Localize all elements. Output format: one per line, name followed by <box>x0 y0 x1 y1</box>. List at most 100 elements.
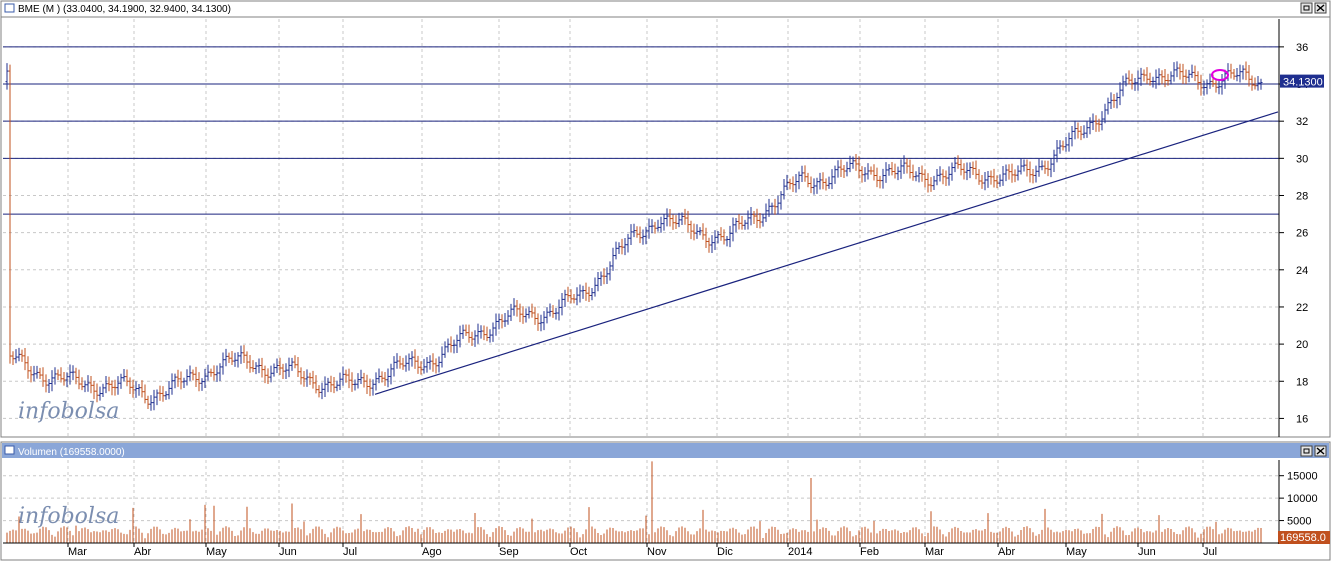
ohlc-bar <box>212 365 216 381</box>
ohlc-bar <box>272 363 276 377</box>
ohlc-bar <box>1148 72 1152 86</box>
ohlc-bar <box>485 326 489 342</box>
ohlc-bar <box>692 223 696 241</box>
ohlc-bar <box>152 389 156 411</box>
ohlc-bar <box>569 289 573 304</box>
ohlc-bar <box>1094 115 1098 132</box>
ohlc-bar <box>122 369 126 382</box>
ohlc-bar <box>581 285 585 299</box>
panel-menu-icon[interactable] <box>4 3 15 13</box>
ohlc-bar <box>1085 121 1089 138</box>
ohlc-bar <box>1238 64 1242 83</box>
ohlc-bar <box>59 367 63 383</box>
ohlc-bar <box>158 385 162 401</box>
ohlc-bar <box>143 384 147 404</box>
ohlc-bar <box>896 166 900 181</box>
ohlc-bar <box>296 356 300 377</box>
ohlc-bar <box>614 241 618 260</box>
ohlc-bar <box>1166 73 1170 86</box>
ohlc-bar <box>950 162 954 181</box>
ohlc-bar <box>56 369 60 380</box>
volume-tick-label: 5000 <box>1287 516 1311 528</box>
ohlc-bar <box>1172 62 1176 82</box>
ohlc-bar <box>11 351 15 366</box>
ohlc-bar <box>524 308 528 323</box>
last-volume-badge: 169558.0 <box>1278 531 1330 544</box>
volume-panel-close-button[interactable] <box>1314 445 1327 457</box>
ohlc-bar <box>230 351 234 365</box>
ohlc-bar <box>836 160 840 178</box>
ohlc-bar <box>386 368 390 388</box>
price-panel-close-button[interactable] <box>1314 2 1327 14</box>
ohlc-bar <box>1082 125 1086 139</box>
ohlc-bar <box>1100 111 1104 131</box>
ohlc-bar <box>227 352 231 364</box>
ohlc-bar <box>1217 79 1221 95</box>
ohlc-bar <box>851 156 855 169</box>
ohlc-bar <box>131 379 135 398</box>
ohlc-bar <box>164 391 168 400</box>
ohlc-bar <box>905 158 909 174</box>
ohlc-bar <box>881 168 885 189</box>
ohlc-bar <box>968 162 972 179</box>
ohlc-bar <box>854 153 858 171</box>
ohlc-bar <box>326 377 330 393</box>
ohlc-bar <box>452 339 456 354</box>
ohlc-bar <box>332 376 336 394</box>
ohlc-bar <box>743 219 747 230</box>
ohlc-bar <box>1241 65 1245 80</box>
ohlc-bar <box>1169 71 1173 85</box>
ohlc-bar <box>545 307 549 324</box>
ohlc-bar <box>116 376 120 395</box>
ohlc-bar <box>119 373 123 389</box>
ohlc-bar <box>773 198 777 215</box>
ohlc-bar <box>884 162 888 183</box>
ohlc-bar <box>893 163 897 179</box>
price-panel-restore-button[interactable] <box>1300 2 1313 14</box>
volume-watermark: infobolsa <box>18 504 119 529</box>
ohlc-bar <box>302 370 306 387</box>
ohlc-bar <box>1244 61 1248 81</box>
ohlc-bar <box>1214 79 1218 93</box>
ohlc-bar <box>1088 117 1092 135</box>
ohlc-bar <box>914 171 918 182</box>
ohlc-bar <box>194 366 198 388</box>
ohlc-bar <box>101 383 105 398</box>
ohlc-bar <box>23 347 27 371</box>
ohlc-bar <box>632 223 636 238</box>
x-tick-label: Jul <box>1203 546 1217 558</box>
ohlc-bar <box>1259 78 1263 90</box>
ohlc-bar <box>458 325 462 348</box>
ohlc-bar <box>395 353 399 369</box>
ohlc-bar <box>260 357 264 378</box>
ohlc-bar <box>1133 77 1137 91</box>
ohlc-bar <box>1031 168 1035 184</box>
ohlc-bar <box>113 379 117 396</box>
ohlc-bar <box>710 235 714 253</box>
ohlc-bar <box>923 169 927 188</box>
volume-tick-label: 15000 <box>1287 471 1318 483</box>
ohlc-bar <box>1196 71 1200 90</box>
ohlc-bar <box>647 218 651 239</box>
ohlc-bar <box>767 198 771 217</box>
ohlc-bar <box>542 311 546 331</box>
ohlc-bar <box>68 364 72 385</box>
ohlc-bar <box>14 349 18 364</box>
ohlc-bar <box>176 369 180 387</box>
ohlc-bar <box>803 165 807 182</box>
ohlc-bar <box>98 386 102 401</box>
ohlc-bar <box>1121 75 1125 97</box>
volume-panel-restore-button[interactable] <box>1300 445 1313 457</box>
ohlc-bar <box>245 351 249 369</box>
ohlc-bar <box>887 164 891 176</box>
ohlc-bar <box>626 233 630 253</box>
ohlc-bar <box>863 167 867 182</box>
ohlc-bar <box>293 355 297 369</box>
ohlc-bar <box>506 310 510 325</box>
ohlc-bar <box>353 379 357 391</box>
volume-menu-icon[interactable] <box>4 445 15 455</box>
ohlc-bar <box>305 369 309 387</box>
ohlc-bar <box>356 373 360 389</box>
ohlc-bar <box>134 381 138 398</box>
ohlc-bar <box>275 358 279 373</box>
